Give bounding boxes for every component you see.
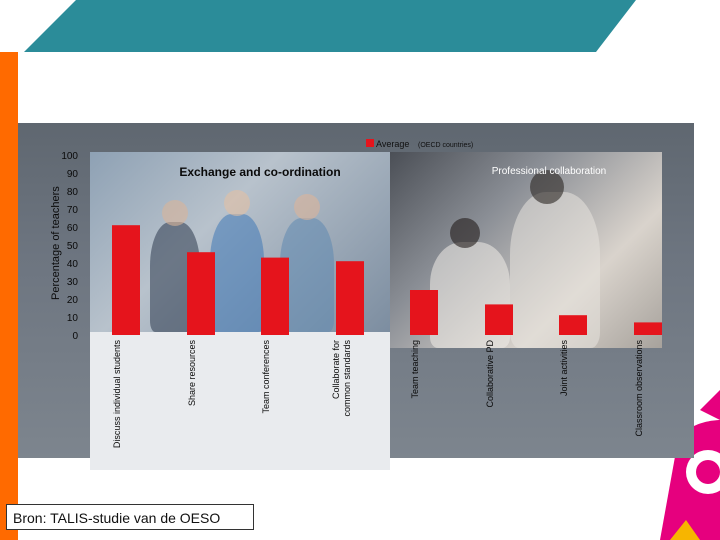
x-tick-label: Classroom observations bbox=[634, 340, 644, 437]
y-tick-label: 60 bbox=[67, 223, 79, 234]
legend-swatch bbox=[366, 139, 374, 147]
bar-4 bbox=[410, 290, 438, 335]
x-tick-label: Discuss individual students bbox=[112, 340, 122, 449]
y-tick-label: 20 bbox=[67, 295, 79, 306]
top-banner bbox=[24, 0, 636, 52]
y-tick-label: 80 bbox=[67, 187, 79, 198]
bar-7 bbox=[634, 322, 662, 335]
y-tick-label: 40 bbox=[67, 259, 79, 270]
y-axis-label: Percentage of teachers bbox=[50, 186, 62, 300]
y-tick-label: 30 bbox=[67, 277, 79, 288]
group-label-professional: Professional collaboration bbox=[492, 166, 607, 177]
bar-0 bbox=[112, 225, 140, 335]
group-label-exchange: Exchange and co-ordination bbox=[179, 165, 340, 179]
x-tick-label: Collaborative PD bbox=[485, 340, 495, 408]
category-label-panel bbox=[90, 330, 390, 470]
source-caption: Bron: TALIS-studie van de OESO bbox=[6, 504, 254, 530]
y-tick-label: 70 bbox=[67, 205, 79, 216]
y-tick-label: 50 bbox=[67, 241, 79, 252]
x-tick-label: Team teaching bbox=[410, 340, 420, 399]
y-tick-label: 90 bbox=[67, 169, 79, 180]
logo-swoosh bbox=[660, 390, 720, 540]
legend-note: (OECD countries) bbox=[418, 142, 473, 149]
bar-3 bbox=[336, 261, 364, 335]
bar-5 bbox=[485, 304, 513, 335]
y-tick-label: 10 bbox=[67, 313, 79, 324]
x-tick-label: Joint activities bbox=[559, 340, 569, 397]
y-tick-label: 100 bbox=[61, 151, 78, 162]
y-tick-label: 0 bbox=[72, 331, 78, 342]
bar-1 bbox=[187, 252, 215, 335]
bar-6 bbox=[559, 315, 587, 335]
legend-label: Average bbox=[376, 139, 409, 149]
x-tick-label: Share resources bbox=[187, 340, 197, 407]
x-tick-label: Collaborate forcommon standards bbox=[331, 340, 352, 417]
bar-2 bbox=[261, 257, 289, 335]
x-tick-label: Team conferences bbox=[261, 340, 271, 414]
